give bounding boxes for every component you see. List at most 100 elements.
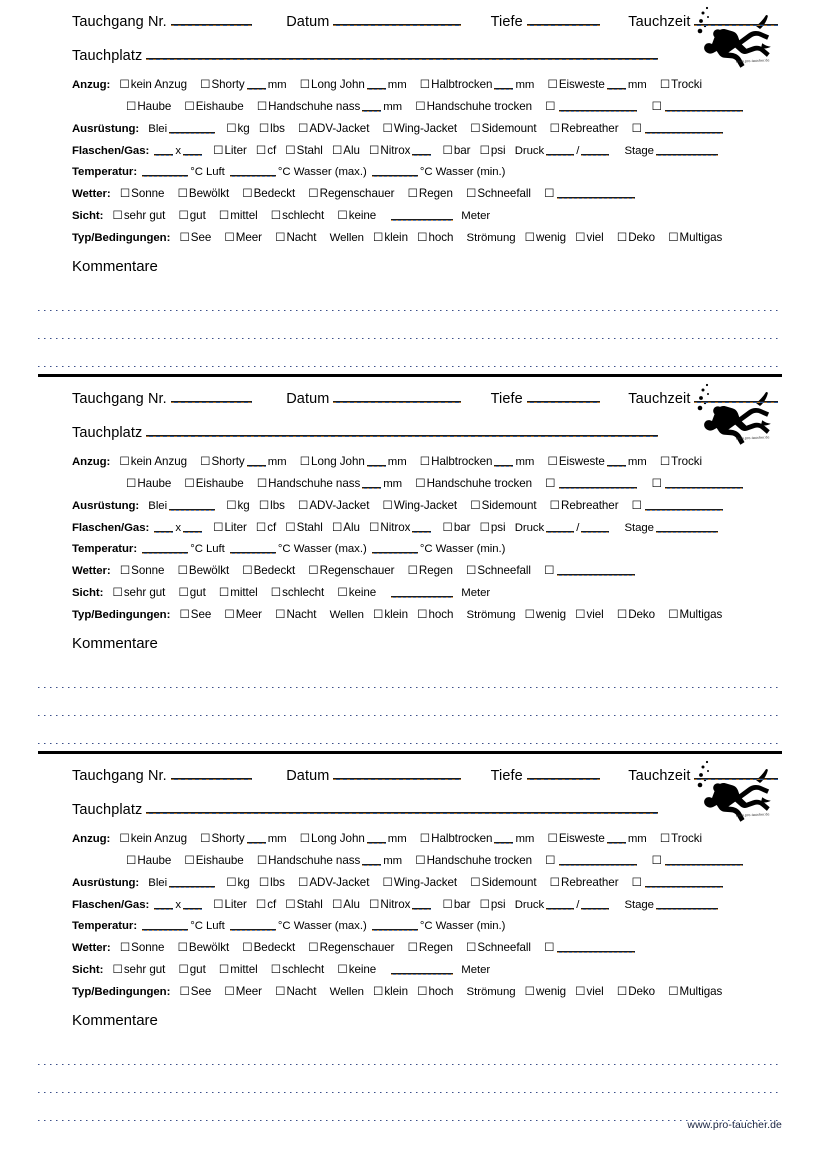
equipment-wing-jacket[interactable]: Wing-Jacket — [383, 122, 458, 135]
suit-option-eisweste[interactable]: Eisweste — [547, 78, 604, 91]
eisweste-mm-input[interactable] — [606, 456, 626, 467]
accessory-other-2-input[interactable] — [664, 855, 743, 866]
equipment-rebreather[interactable]: Rebreather — [550, 876, 619, 889]
visibility-schlecht[interactable]: schlecht — [271, 586, 325, 599]
accessory-eishaube[interactable]: Eishaube — [184, 477, 243, 490]
waves-hoch[interactable]: hoch — [417, 985, 453, 998]
weather-other[interactable] — [544, 941, 555, 954]
weather-regenschauer[interactable]: Regenschauer — [308, 187, 394, 200]
suit-option-halbtrocken[interactable]: Halbtrocken — [420, 78, 493, 91]
pressure-start-input[interactable] — [546, 522, 575, 533]
condition-nacht[interactable]: Nacht — [275, 985, 316, 998]
weather-schneefall[interactable]: Schneefall — [466, 941, 531, 954]
suit-option-trocki[interactable]: Trocki — [660, 78, 702, 91]
weather-other[interactable] — [544, 187, 555, 200]
weather-bedeckt[interactable]: Bedeckt — [242, 564, 295, 577]
accessory-other-1[interactable] — [545, 854, 556, 867]
tank-unit-liter[interactable]: Liter — [213, 898, 247, 911]
waves-klein[interactable]: klein — [373, 985, 408, 998]
visibility-sehr-gut[interactable]: sehr gut — [112, 209, 165, 222]
waves-hoch[interactable]: hoch — [417, 231, 453, 244]
condition-deko[interactable]: Deko — [617, 608, 655, 621]
tank-size-input[interactable] — [183, 899, 202, 910]
visibility-schlecht[interactable]: schlecht — [271, 209, 325, 222]
tank-unit-cf[interactable]: cf — [256, 521, 276, 534]
water-temp-max-input[interactable] — [229, 920, 276, 931]
visibility-sehr-gut[interactable]: sehr gut — [112, 586, 165, 599]
weight-unit-lbs[interactable]: lbs — [259, 499, 285, 512]
visibility-mittel[interactable]: mittel — [219, 963, 258, 976]
nitrox-value-input[interactable] — [412, 522, 432, 533]
handschuhe-nass-mm-input[interactable] — [362, 478, 382, 489]
condition-multigas[interactable]: Multigas — [668, 985, 722, 998]
tank-count-input[interactable] — [154, 899, 174, 910]
stage-input[interactable] — [655, 145, 718, 156]
condition-multigas[interactable]: Multigas — [668, 608, 722, 621]
suit-option-halbtrocken[interactable]: Halbtrocken — [420, 455, 493, 468]
water-temp-min-input[interactable] — [371, 543, 418, 554]
dive-time-input[interactable] — [694, 389, 779, 403]
suit-option-halbtrocken[interactable]: Halbtrocken — [420, 832, 493, 845]
visibility-schlecht[interactable]: schlecht — [271, 963, 325, 976]
handschuhe-nass-mm-input[interactable] — [362, 855, 382, 866]
equipment-adv-jacket[interactable]: ADV-Jacket — [298, 122, 369, 135]
equipment-sidemount[interactable]: Sidemount — [470, 122, 536, 135]
depth-input[interactable] — [526, 766, 601, 780]
equipment-wing-jacket[interactable]: Wing-Jacket — [383, 876, 458, 889]
weight-unit-lbs[interactable]: lbs — [259, 876, 285, 889]
weather-bewoelkt[interactable]: Bewölkt — [178, 564, 230, 577]
suit-option-shorty[interactable]: Shorty — [200, 832, 245, 845]
visibility-keine[interactable]: keine — [337, 963, 376, 976]
weight-input[interactable] — [169, 877, 216, 888]
gas-nitrox[interactable]: Nitrox — [369, 144, 410, 157]
tank-material-alu[interactable]: Alu — [332, 898, 360, 911]
accessory-other-2-input[interactable] — [664, 478, 743, 489]
date-input[interactable] — [333, 12, 462, 26]
tank-unit-liter[interactable]: Liter — [213, 521, 247, 534]
dive-number-input[interactable] — [170, 12, 253, 26]
equipment-adv-jacket[interactable]: ADV-Jacket — [298, 876, 369, 889]
weather-regen[interactable]: Regen — [408, 187, 453, 200]
current-viel[interactable]: viel — [575, 608, 604, 621]
nitrox-value-input[interactable] — [412, 899, 432, 910]
comment-line-1[interactable] — [38, 687, 782, 688]
halbtrocken-mm-input[interactable] — [494, 79, 514, 90]
waves-klein[interactable]: klein — [373, 231, 408, 244]
condition-meer[interactable]: Meer — [224, 608, 262, 621]
waves-hoch[interactable]: hoch — [417, 608, 453, 621]
handschuhe-nass-mm-input[interactable] — [362, 101, 382, 112]
suit-option-shorty[interactable]: Shorty — [200, 455, 245, 468]
shorty-mm-input[interactable] — [246, 833, 266, 844]
nitrox-value-input[interactable] — [412, 145, 432, 156]
pressure-unit-psi[interactable]: psi — [480, 521, 506, 534]
weather-other[interactable] — [544, 564, 555, 577]
equipment-other[interactable] — [632, 122, 643, 135]
pressure-unit-bar[interactable]: bar — [442, 521, 470, 534]
weather-sonne[interactable]: Sonne — [120, 564, 165, 577]
condition-deko[interactable]: Deko — [617, 231, 655, 244]
gas-nitrox[interactable]: Nitrox — [369, 521, 410, 534]
dive-time-input[interactable] — [694, 766, 779, 780]
weather-other-input[interactable] — [557, 188, 636, 199]
current-wenig[interactable]: wenig — [525, 608, 566, 621]
suit-option-long-john[interactable]: Long John — [300, 832, 365, 845]
pressure-end-input[interactable] — [581, 522, 610, 533]
visibility-mittel[interactable]: mittel — [219, 209, 258, 222]
condition-nacht[interactable]: Nacht — [275, 608, 316, 621]
weather-bedeckt[interactable]: Bedeckt — [242, 941, 295, 954]
weather-sonne[interactable]: Sonne — [120, 941, 165, 954]
accessory-eishaube[interactable]: Eishaube — [184, 854, 243, 867]
accessory-handschuhe-nass[interactable]: Handschuhe nass — [257, 100, 360, 113]
weather-sonne[interactable]: Sonne — [120, 187, 165, 200]
weight-input[interactable] — [169, 500, 216, 511]
current-wenig[interactable]: wenig — [525, 231, 566, 244]
depth-input[interactable] — [526, 389, 601, 403]
suit-option-trocki[interactable]: Trocki — [660, 455, 702, 468]
accessory-handschuhe-trocken[interactable]: Handschuhe trocken — [415, 100, 532, 113]
comment-line-2[interactable] — [38, 1092, 782, 1093]
current-viel[interactable]: viel — [575, 985, 604, 998]
water-temp-min-input[interactable] — [371, 920, 418, 931]
suit-option-kein-anzug[interactable]: kein Anzug — [119, 78, 187, 91]
eisweste-mm-input[interactable] — [606, 79, 626, 90]
tank-size-input[interactable] — [183, 522, 202, 533]
